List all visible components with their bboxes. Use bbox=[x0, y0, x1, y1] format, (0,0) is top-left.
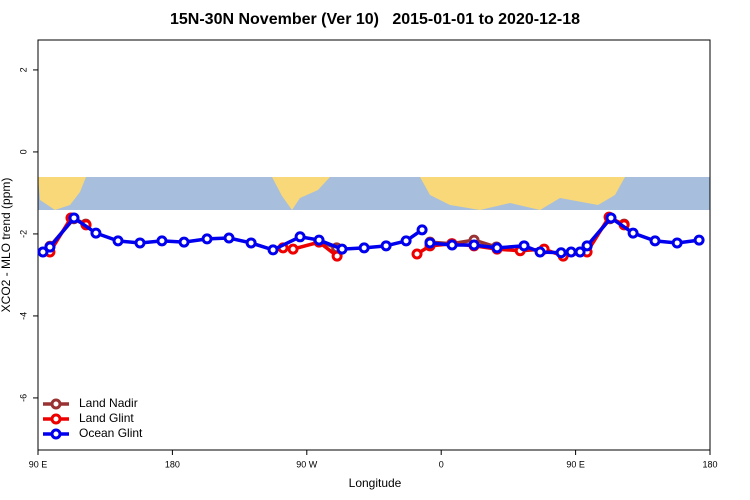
series-point bbox=[112, 235, 124, 247]
series-point bbox=[37, 246, 49, 258]
x-tick-label: 180 bbox=[165, 459, 180, 469]
x-axis-label: Longitude bbox=[349, 476, 402, 490]
legend-marker bbox=[50, 398, 62, 410]
x-tick-label: 180 bbox=[702, 459, 717, 469]
series-point bbox=[245, 237, 257, 249]
series-point bbox=[313, 234, 325, 246]
series-point bbox=[424, 237, 436, 249]
series-point bbox=[649, 235, 661, 247]
series-point bbox=[468, 239, 480, 251]
series-point bbox=[178, 236, 190, 248]
series-point bbox=[223, 232, 235, 244]
series-point bbox=[518, 240, 530, 252]
series-point bbox=[267, 244, 279, 256]
y-axis-label: XCO2 - MLO trend (ppm) bbox=[0, 178, 13, 313]
series-point bbox=[411, 248, 423, 260]
x-tick-label: 0 bbox=[439, 459, 444, 469]
series-point bbox=[627, 227, 639, 239]
series-point bbox=[44, 241, 56, 253]
y-tick-label: 0 bbox=[18, 149, 28, 154]
series-point bbox=[287, 243, 299, 255]
y-tick-label: 2 bbox=[18, 67, 28, 72]
plot-frame bbox=[37, 39, 711, 451]
series-point bbox=[336, 243, 348, 255]
series-point bbox=[555, 247, 567, 259]
series-point bbox=[380, 240, 392, 252]
series-point bbox=[201, 233, 213, 245]
chart-title: 15N-30N November (Ver 10) 2015-01-01 to … bbox=[170, 11, 580, 28]
series-point bbox=[416, 224, 428, 236]
x-tick-label: 90 E bbox=[566, 459, 585, 469]
series-point bbox=[491, 242, 503, 254]
y-tick-label: -2 bbox=[18, 230, 28, 238]
y-tick-label: -4 bbox=[18, 312, 28, 320]
series-point bbox=[294, 231, 306, 243]
legend-label: Ocean Glint bbox=[79, 426, 143, 440]
x-tick-label: 90 E bbox=[29, 459, 48, 469]
series-point bbox=[90, 227, 102, 239]
series-point bbox=[605, 212, 617, 224]
series-point bbox=[574, 246, 586, 258]
series-point bbox=[331, 250, 343, 262]
legend-marker bbox=[50, 428, 62, 440]
series-point bbox=[134, 237, 146, 249]
series-point bbox=[358, 242, 370, 254]
series-point bbox=[68, 212, 80, 224]
x-tick-label: 90 W bbox=[296, 459, 318, 469]
series-point bbox=[581, 240, 593, 252]
series-point bbox=[671, 237, 683, 249]
map-band bbox=[38, 177, 710, 210]
series-point bbox=[400, 235, 412, 247]
y-tick-label: -6 bbox=[18, 394, 28, 402]
legend-label: Land Glint bbox=[79, 411, 134, 425]
series-point bbox=[156, 235, 168, 247]
series-point bbox=[534, 246, 546, 258]
series-point bbox=[565, 246, 577, 258]
series-point bbox=[693, 234, 705, 246]
legend-label: Land Nadir bbox=[79, 396, 138, 410]
series-point bbox=[446, 239, 458, 251]
legend-marker bbox=[50, 413, 62, 425]
